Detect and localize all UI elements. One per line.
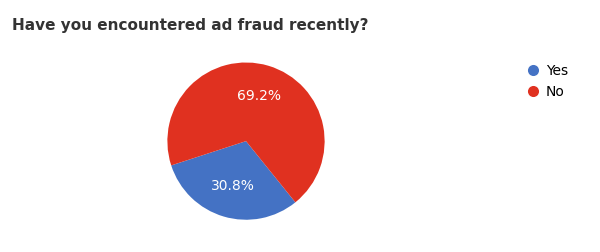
Text: 69.2%: 69.2% [238,89,281,103]
Wedge shape [171,141,295,220]
Legend: Yes, No: Yes, No [521,57,575,106]
Text: Have you encountered ad fraud recently?: Have you encountered ad fraud recently? [12,18,368,33]
Text: 30.8%: 30.8% [211,179,254,193]
Wedge shape [167,62,325,202]
